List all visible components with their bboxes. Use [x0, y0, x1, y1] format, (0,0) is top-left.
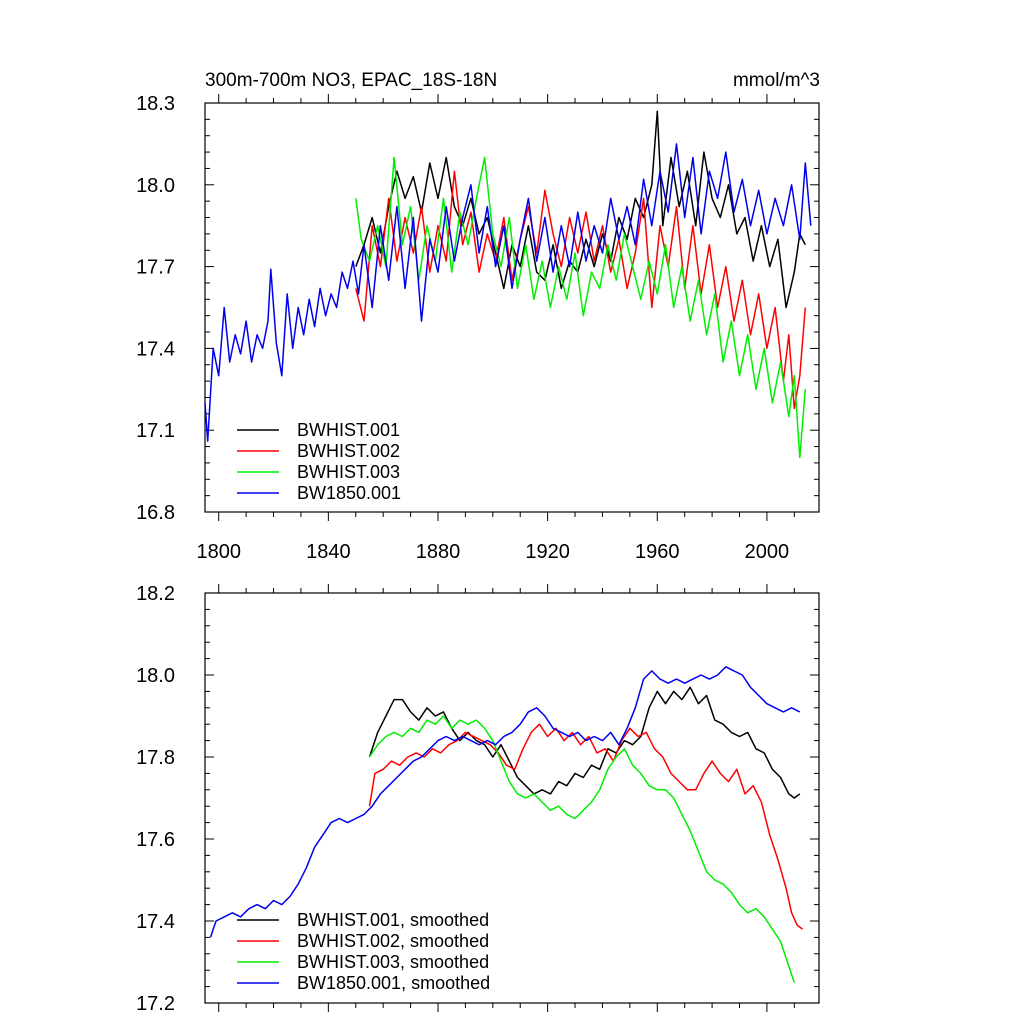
x-tick-label: 2000 [745, 541, 790, 563]
series-line [209, 666, 801, 938]
y-tick-label: 17.4 [136, 911, 175, 933]
top-chart-title: 300m-700m NO3, EPAC_18S-18N [205, 70, 497, 91]
legend-label: BW1850.001, smoothed [297, 973, 490, 993]
top-chart-units: mmol/m^3 [733, 70, 820, 91]
top-axis-ticks: 16.8 17.1 17.4 17.7 18.0 18.3 1800 1840 1880 1920… [136, 93, 819, 563]
series-line [204, 143, 812, 442]
bottom-axis-ticks: 17.2 17.4 17.6 17.8 18.0 18.2 [136, 583, 819, 1015]
y-tick-label: 17.1 [136, 420, 175, 442]
bottom-plot-frame [204, 592, 820, 1004]
y-tick-label: 16.8 [136, 502, 175, 524]
y-tick-label: 18.0 [136, 175, 175, 197]
y-tick-label: 17.6 [136, 829, 175, 851]
x-tick-label: 1800 [196, 541, 241, 563]
series-line [368, 715, 796, 983]
y-tick-label: 17.7 [136, 257, 175, 279]
y-tick-label: 17.8 [136, 747, 175, 769]
series-line [355, 110, 806, 309]
legend-label: BWHIST.001 [297, 420, 400, 440]
y-tick-label: 18.0 [136, 665, 175, 687]
series-line [368, 723, 804, 930]
series-line [355, 156, 807, 459]
y-tick-label: 18.2 [136, 583, 175, 605]
x-tick-label: 1840 [306, 541, 351, 563]
legend-label: BWHIST.002, smoothed [297, 931, 489, 951]
legend-label: BWHIST.001, smoothed [297, 910, 489, 930]
top-series-group [204, 110, 812, 459]
legend-label: BWHIST.002 [297, 441, 400, 461]
top-panel: 300m-700m NO3, EPAC_18S-18N mmol/m^3 16.… [136, 70, 820, 563]
top-plot-frame [204, 102, 820, 513]
x-tick-label: 1920 [525, 541, 570, 563]
series-line [368, 686, 801, 799]
legend-label: BWHIST.003 [297, 462, 400, 482]
y-tick-label: 17.4 [136, 338, 175, 360]
x-tick-label: 1880 [416, 541, 461, 563]
x-tick-label: 1960 [635, 541, 680, 563]
bottom-panel: 17.2 17.4 17.6 17.8 18.0 18.2 BWHIST.001, smo… [136, 583, 820, 1015]
series-line [355, 170, 807, 410]
legend-label: BWHIST.003, smoothed [297, 952, 489, 972]
bottom-series-group [209, 666, 804, 983]
y-tick-label: 18.3 [136, 93, 175, 115]
legend-label: BW1850.001 [297, 483, 401, 503]
y-tick-label: 17.2 [136, 993, 175, 1015]
